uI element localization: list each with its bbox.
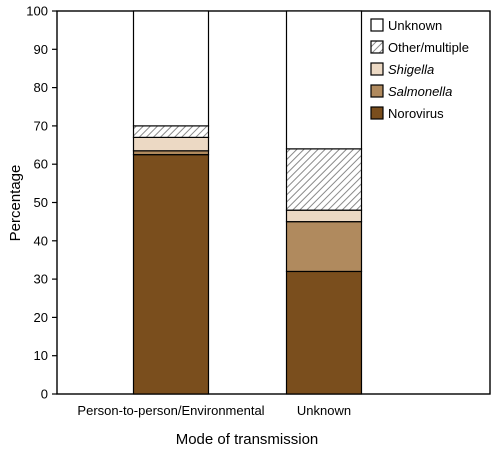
y-tick-label: 50 [34, 195, 48, 210]
legend-swatch-norovirus [370, 106, 384, 120]
x-axis-title: Mode of transmission [176, 431, 319, 448]
y-tick-label: 80 [34, 80, 48, 95]
x-category-label: Unknown [297, 403, 351, 418]
legend-swatch-shigella [370, 62, 384, 76]
bar-segment-shigella-1 [132, 136, 210, 152]
legend-label: Salmonella [388, 84, 452, 99]
y-tick-label: 0 [41, 387, 48, 402]
y-tick-label: 70 [34, 118, 48, 133]
bar-segment-unknown-1 [132, 10, 210, 127]
legend-label: Norovirus [388, 106, 444, 121]
y-tick-label: 100 [26, 4, 48, 19]
legend-label: Unknown [388, 18, 442, 33]
bar-segment-other-multiple-1 [132, 125, 210, 138]
bar-segment-salmonella-2 [285, 221, 363, 273]
y-tick-label: 40 [34, 233, 48, 248]
legend-label: Shigella [388, 62, 434, 77]
bar-segment-norovirus-2 [285, 270, 363, 395]
legend-label: Other/multiple [388, 40, 469, 55]
bar-segment-norovirus-1 [132, 154, 210, 395]
x-category-label: Person-to-person/Environmental [77, 403, 264, 418]
y-tick-label: 20 [34, 310, 48, 325]
bar-segment-unknown-2 [285, 10, 363, 150]
y-tick-label: 30 [34, 272, 48, 287]
y-tick-label: 10 [34, 348, 48, 363]
y-tick-label: 90 [34, 42, 48, 57]
legend-swatch-other-multiple [370, 40, 384, 54]
legend-swatch-salmonella [370, 84, 384, 98]
bar-segment-other-multiple-2 [285, 148, 363, 211]
y-tick-label: 60 [34, 157, 48, 172]
y-axis-title: Percentage [7, 165, 24, 242]
legend-swatch-unknown [370, 18, 384, 32]
bar-segment-shigella-2 [285, 209, 363, 223]
